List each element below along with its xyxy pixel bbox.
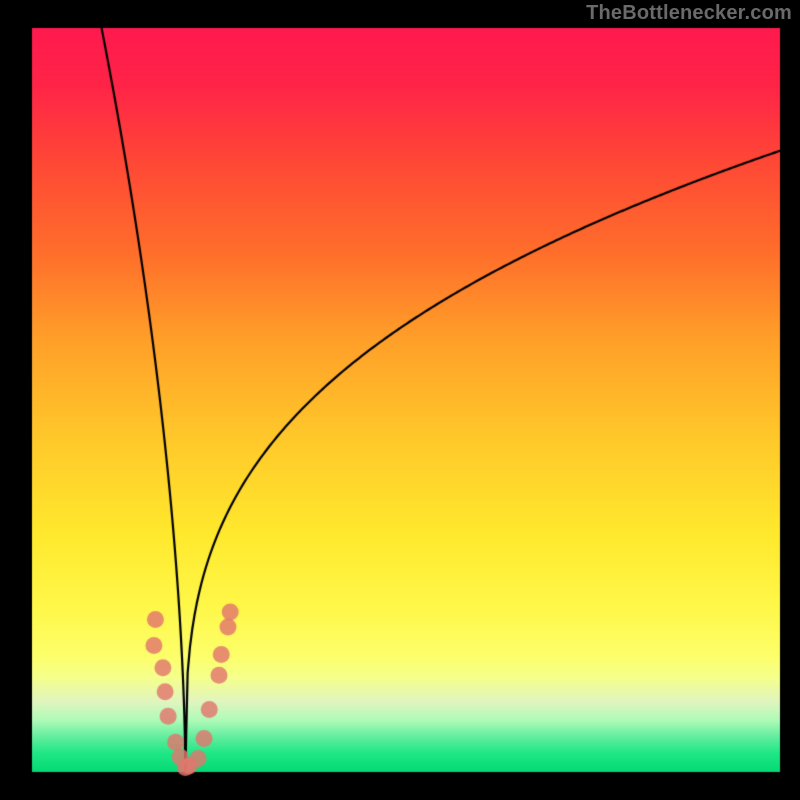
bottleneck-chart-canvas (0, 0, 800, 800)
chart-root: TheBottlenecker.com (0, 0, 800, 800)
branding-watermark: TheBottlenecker.com (586, 2, 792, 25)
